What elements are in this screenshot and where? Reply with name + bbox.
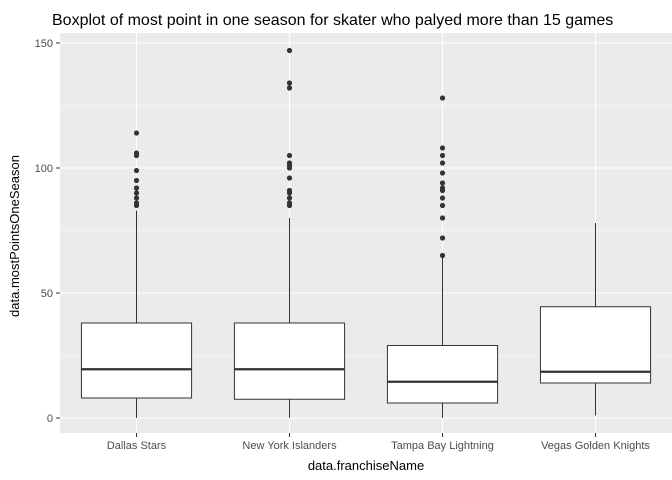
outlier-point	[133, 195, 140, 201]
y-tick-label: 100	[35, 163, 53, 175]
outlier-point	[286, 200, 293, 206]
y-axis-ticks: 0 50 100 150	[35, 38, 60, 425]
outlier-point	[439, 235, 446, 241]
box-group	[80, 130, 193, 418]
outlier-point	[286, 195, 293, 201]
outlier-point	[439, 95, 446, 101]
box-iqr	[233, 322, 346, 400]
outlier-point	[439, 152, 446, 159]
y-tick-label: 50	[41, 288, 53, 300]
outlier-point	[133, 167, 140, 174]
box-iqr	[80, 322, 193, 399]
chart-title: Boxplot of most point in one season for …	[52, 12, 613, 29]
outlier-point	[286, 152, 293, 159]
outlier-point	[439, 202, 446, 209]
outlier-point	[286, 80, 293, 86]
outlier-point	[286, 85, 293, 91]
x-tick-label: New York Islanders	[242, 440, 337, 452]
box-iqr	[539, 306, 652, 384]
outlier-point	[439, 145, 446, 151]
outlier-point	[133, 150, 140, 156]
boxes	[80, 47, 652, 418]
x-tick-label: Vegas Golden Knights	[541, 440, 650, 452]
outlier-point	[439, 252, 446, 259]
outlier-point	[286, 160, 293, 166]
box-group	[539, 223, 652, 416]
x-tick-label: Tampa Bay Lightning	[391, 440, 494, 452]
outlier-point	[133, 185, 140, 191]
y-tick-label: 150	[35, 38, 53, 50]
outlier-point	[133, 177, 140, 184]
outlier-point	[439, 195, 446, 201]
outlier-point	[286, 47, 293, 54]
outlier-point	[133, 130, 140, 136]
outlier-point	[439, 185, 446, 191]
x-axis-ticks: Dallas Stars New York Islanders Tampa Bay …	[107, 433, 650, 452]
x-tick-label: Dallas Stars	[107, 440, 167, 452]
box-iqr	[386, 345, 499, 404]
outlier-point	[133, 200, 140, 206]
x-axis-title: data.franchiseName	[308, 458, 424, 473]
outlier-point	[286, 175, 293, 181]
y-axis-title: data.mostPointsOneSeason	[7, 155, 22, 317]
outlier-point	[439, 170, 446, 176]
outlier-point	[439, 215, 446, 221]
outlier-point	[439, 180, 446, 186]
outlier-point	[286, 187, 293, 194]
outlier-point	[133, 190, 140, 196]
box-group	[386, 95, 499, 418]
outlier-point	[439, 160, 446, 166]
y-tick-label: 0	[47, 413, 53, 425]
box-group	[233, 47, 346, 418]
